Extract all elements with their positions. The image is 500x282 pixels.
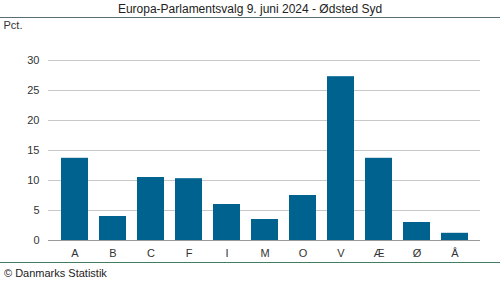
svg-text:F: F [186, 247, 193, 259]
html-text:© Danmarks Statistik: © Danmarks Statistik [4, 267, 107, 279]
svg-text:M: M [260, 247, 269, 259]
svg-text:Pct.: Pct. [4, 19, 23, 31]
svg-text:Å: Å [451, 247, 459, 259]
svg-text:A: A [71, 247, 79, 259]
svg-text:Æ: Æ [374, 247, 385, 259]
svg-text:Ø: Ø [413, 247, 422, 259]
svg-text:V: V [337, 247, 345, 259]
svg-text:20: 20 [27, 114, 39, 126]
svg-text:B: B [109, 247, 116, 259]
svg-text:C: C [147, 247, 155, 259]
svg-text:30: 30 [27, 54, 39, 66]
svg-text:15: 15 [27, 144, 39, 156]
svg-text:10: 10 [27, 174, 39, 186]
svg-text:O: O [299, 247, 308, 259]
svg-text:0: 0 [33, 234, 39, 246]
html-text:Europa-Parlamentsvalg 9. juni: Europa-Parlamentsvalg 9. juni 2024 - Øds… [117, 2, 383, 16]
svg-text:5: 5 [33, 204, 39, 216]
svg-text:I: I [225, 247, 228, 259]
svg-text:25: 25 [27, 84, 39, 96]
